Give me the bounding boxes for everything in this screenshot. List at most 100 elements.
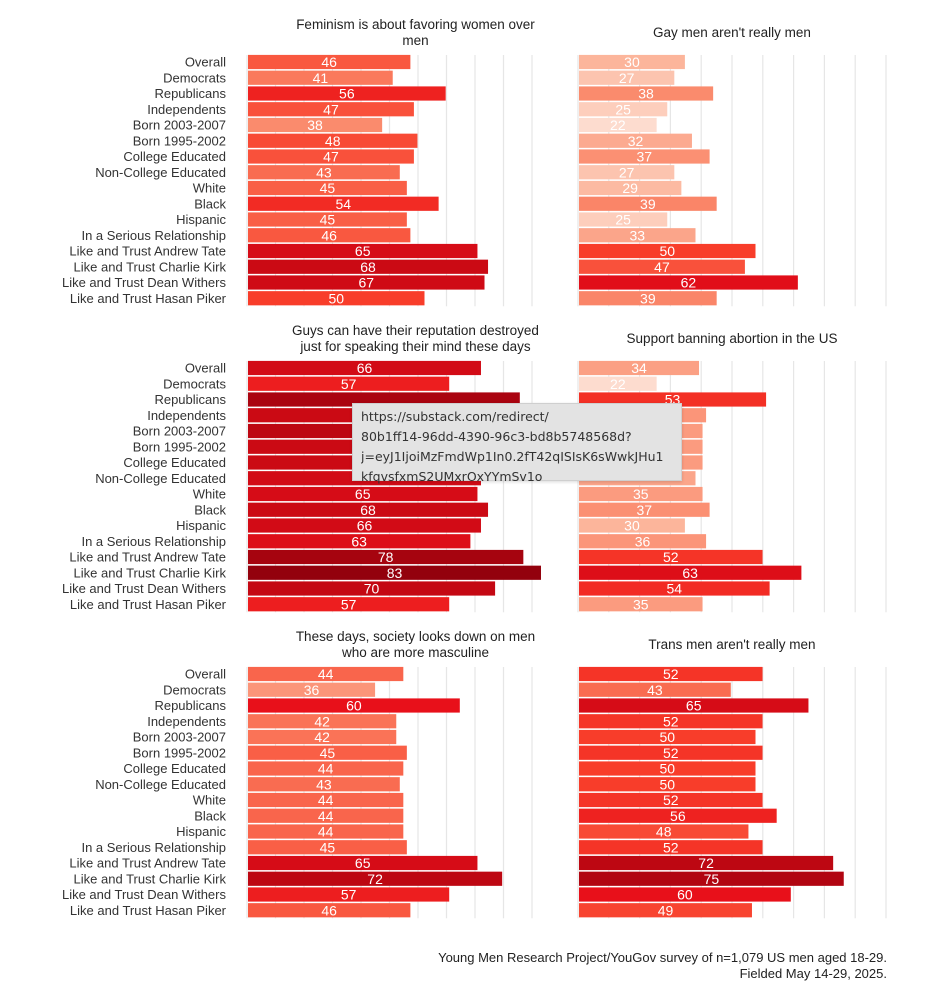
bar: [248, 360, 481, 376]
value-label: 54: [667, 581, 683, 597]
value-label: 48: [325, 133, 341, 149]
bar: [579, 117, 657, 133]
value-label: 32: [628, 133, 644, 149]
value-label: 44: [318, 761, 334, 777]
bar: [579, 824, 749, 839]
bar: [579, 565, 802, 580]
value-label: 63: [351, 533, 367, 549]
value-label: 65: [355, 486, 371, 502]
value-label: 44: [318, 792, 334, 808]
panel-title: Feminism is about favoring women over: [296, 17, 535, 32]
value-label: 46: [321, 902, 337, 918]
bar: [248, 565, 541, 580]
panel-title: just for speaking their mind these days: [299, 339, 531, 354]
value-label: 27: [619, 70, 635, 86]
category-label: In a Serious Relationship: [81, 228, 226, 243]
value-label: 57: [341, 887, 357, 903]
category-label: Republicans: [154, 392, 226, 407]
value-label: 72: [367, 871, 383, 887]
value-label: 45: [320, 180, 336, 196]
category-label: Like and Trust Hasan Piker: [70, 597, 227, 612]
value-label: 30: [624, 54, 640, 70]
value-label: 38: [638, 86, 654, 102]
category-label: Born 2003-2007: [133, 424, 226, 439]
value-label: 34: [631, 360, 647, 376]
bar: [248, 86, 446, 101]
category-label: College Educated: [123, 761, 226, 776]
category-label: Independents: [147, 408, 226, 423]
value-label: 62: [681, 275, 697, 291]
bar: [579, 102, 668, 117]
value-label: 22: [610, 117, 626, 133]
bar: [248, 196, 439, 211]
category-label: Democrats: [163, 376, 226, 391]
tooltip-line: 80b1ff14-96dd-4390-96c3-bd8b5748568d?: [361, 429, 632, 444]
bar: [248, 502, 489, 517]
bar: [579, 228, 696, 243]
category-label: White: [193, 793, 226, 808]
bar: [579, 180, 682, 196]
bar: [248, 54, 411, 70]
value-label: 35: [633, 596, 649, 612]
bar: [248, 824, 404, 839]
bar: [248, 808, 404, 823]
category-label: White: [193, 487, 226, 502]
value-label: 43: [316, 164, 332, 180]
value-label: 49: [658, 902, 674, 918]
value-label: 57: [341, 376, 357, 392]
value-label: 78: [378, 549, 394, 565]
category-label: Born 2003-2007: [133, 118, 226, 133]
bar: [579, 714, 763, 729]
value-label: 68: [360, 259, 376, 275]
value-label: 44: [318, 824, 334, 840]
chart-panel: These days, society looks down on menwho…: [62, 629, 535, 919]
bar: [248, 133, 418, 148]
tooltip-line: https://substack.com/redirect/: [361, 409, 549, 424]
bar: [248, 259, 489, 274]
value-label: 25: [615, 101, 631, 117]
panel-title: who are more masculine: [341, 645, 489, 660]
value-label: 63: [682, 565, 698, 581]
category-label: Like and Trust Dean Withers: [62, 275, 227, 290]
bar: [248, 243, 478, 259]
value-label: 52: [663, 549, 679, 565]
category-label: Black: [194, 502, 226, 517]
bar: [248, 597, 450, 612]
value-label: 56: [339, 86, 355, 102]
bar: [248, 228, 411, 243]
bar: [579, 149, 710, 164]
bar: [248, 165, 400, 180]
value-label: 50: [659, 243, 675, 259]
value-label: 60: [346, 698, 362, 714]
chart-panel: Trans men aren't really men5243655250525…: [577, 637, 887, 919]
category-label: Like and Trust Andrew Tate: [69, 244, 226, 259]
value-label: 45: [320, 745, 336, 761]
bar: [579, 133, 692, 148]
bar: [579, 808, 777, 823]
value-label: 50: [659, 776, 675, 792]
bar: [248, 180, 407, 196]
value-label: 27: [619, 164, 635, 180]
value-label: 83: [387, 565, 403, 581]
bar: [248, 534, 471, 549]
bar: [248, 887, 450, 902]
category-label: Non-College Educated: [95, 165, 226, 180]
chart-panel: Feminism is about favoring women overmen…: [62, 17, 535, 307]
category-label: Overall: [185, 361, 226, 376]
value-label: 35: [633, 486, 649, 502]
value-label: 42: [314, 729, 330, 745]
chart-panel: Gay men aren't really men302738252232372…: [577, 25, 887, 307]
value-label: 50: [328, 290, 344, 306]
bar: [248, 903, 411, 918]
value-label: 43: [647, 682, 663, 698]
bar: [248, 376, 450, 391]
value-label: 44: [318, 808, 334, 824]
category-label: Born 1995-2002: [133, 133, 226, 148]
value-label: 65: [355, 243, 371, 259]
category-label: College Educated: [123, 149, 226, 164]
bar: [579, 54, 685, 70]
panel-title: men: [402, 33, 428, 48]
category-label: Like and Trust Dean Withers: [62, 581, 227, 596]
value-label: 72: [698, 855, 714, 871]
